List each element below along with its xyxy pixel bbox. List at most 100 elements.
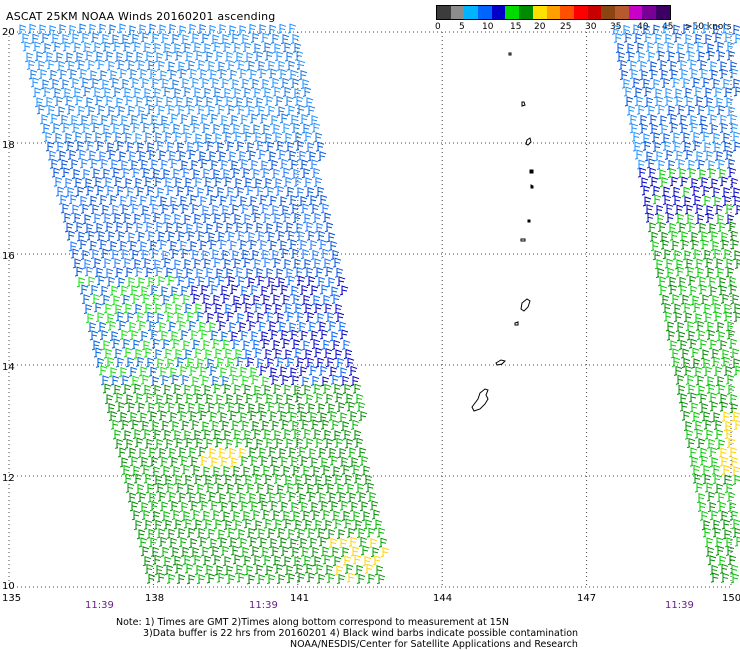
wind-barb — [143, 519, 153, 530]
wind-barb — [259, 500, 269, 511]
legend-label: 35 — [610, 22, 622, 32]
wind-barb — [83, 303, 93, 315]
wind-barb — [208, 69, 218, 80]
wind-barb — [104, 268, 114, 279]
wind-barb — [208, 239, 218, 250]
wind-barb — [307, 448, 317, 459]
wind-barb — [51, 167, 61, 178]
wind-barb — [20, 33, 30, 44]
wind-barb — [311, 167, 321, 179]
wind-barb — [107, 149, 117, 160]
wind-barb — [274, 221, 284, 232]
wind-barb — [98, 365, 108, 376]
wind-barb — [689, 456, 699, 467]
wind-barb — [157, 447, 167, 459]
wind-barb — [173, 131, 183, 142]
wind-barb — [91, 293, 101, 305]
wind-barb — [358, 411, 368, 422]
wind-barb — [176, 61, 186, 72]
wind-barb — [224, 51, 234, 62]
island-maug — [521, 101, 526, 107]
wind-barb — [191, 464, 201, 476]
wind-barb — [146, 402, 156, 413]
wind-barb — [279, 329, 289, 340]
wind-barb — [186, 230, 196, 242]
wind-barb — [623, 86, 633, 97]
wind-barb — [682, 302, 692, 313]
wind-barb — [159, 330, 169, 341]
wind-barb — [123, 347, 133, 358]
wind-barb — [244, 437, 254, 448]
wind-barb — [206, 573, 216, 584]
wind-barb — [106, 105, 116, 116]
wind-barb — [285, 482, 295, 493]
wind-barb — [216, 231, 226, 242]
wind-barb — [711, 132, 721, 143]
wind-barb — [619, 69, 629, 81]
wind-barb — [685, 374, 695, 385]
wind-barb — [695, 214, 705, 225]
wind-barb — [277, 321, 287, 332]
wind-barb — [131, 465, 141, 476]
wind-barb — [227, 492, 237, 503]
wind-barb — [102, 41, 112, 52]
wind-barb — [321, 509, 331, 521]
wind-barb — [316, 527, 326, 538]
wind-barb — [249, 455, 259, 466]
wind-barb — [169, 330, 179, 341]
wind-barb — [310, 546, 320, 558]
wind-barb — [244, 268, 254, 279]
wind-barb — [723, 32, 733, 43]
wind-barb — [184, 51, 194, 62]
wind-barb — [242, 257, 252, 268]
wind-barb — [657, 169, 667, 180]
wind-barb — [713, 311, 723, 322]
wind-barb — [270, 546, 280, 557]
wind-barb — [90, 204, 100, 215]
wind-barb — [185, 311, 195, 322]
wind-barb — [246, 527, 256, 538]
wind-barb — [328, 537, 338, 549]
wind-barb — [262, 212, 272, 224]
wind-barb — [659, 69, 669, 80]
wind-barb — [334, 437, 344, 449]
wind-barb — [344, 393, 354, 404]
wind-barb — [171, 168, 181, 179]
wind-barb — [267, 151, 277, 162]
wind-barb — [128, 68, 138, 80]
wind-barb — [697, 276, 707, 287]
wind-barb — [264, 565, 274, 576]
wind-barb — [161, 510, 171, 522]
wind-barb — [343, 518, 353, 529]
wind-barb — [186, 277, 196, 288]
wind-barb — [298, 366, 308, 377]
wind-barb — [702, 249, 712, 260]
wind-barb — [719, 122, 729, 134]
wind-barb — [295, 140, 305, 151]
wind-barb — [74, 95, 84, 106]
wind-barb — [631, 131, 641, 142]
wind-barb — [207, 491, 217, 502]
wind-barb — [638, 114, 648, 125]
wind-barb — [321, 294, 331, 306]
wind-barb — [223, 474, 233, 485]
wind-barb — [109, 159, 119, 170]
wind-barb — [725, 545, 735, 557]
wind-barb — [192, 42, 202, 53]
wind-barb — [135, 186, 145, 197]
wind-barb — [132, 213, 142, 224]
wind-barb — [294, 437, 304, 448]
wind-barb — [676, 158, 686, 170]
wind-barb — [78, 68, 88, 79]
wind-barb — [126, 232, 136, 243]
wind-barb — [255, 357, 265, 369]
wind-barb — [269, 456, 279, 467]
wind-barb — [144, 51, 154, 62]
wind-barb — [228, 410, 238, 421]
wind-barb — [105, 142, 115, 153]
wind-barb — [246, 105, 256, 116]
wind-barb — [680, 348, 690, 359]
wind-barb — [156, 60, 166, 71]
wind-barb — [247, 492, 257, 504]
wind-barb — [358, 536, 368, 547]
